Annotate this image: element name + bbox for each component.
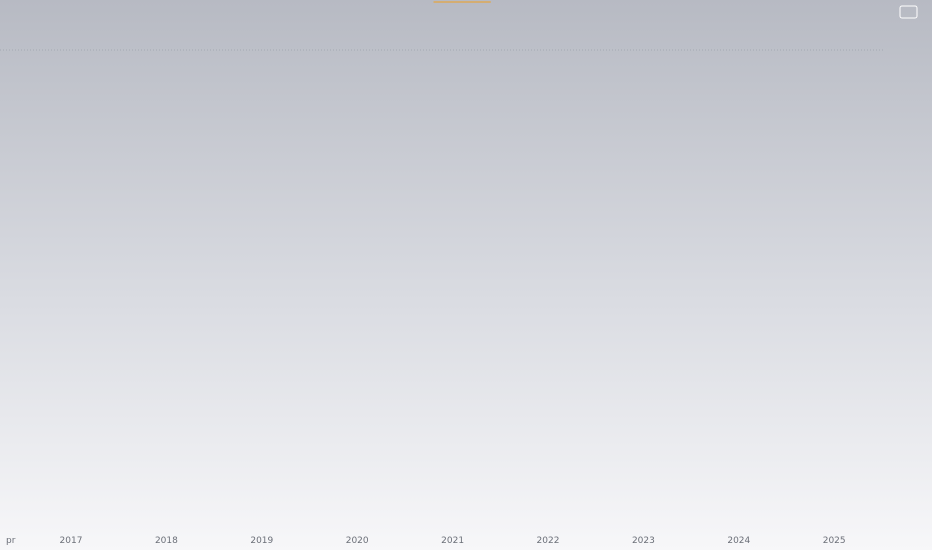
grid-lines	[0, 49, 885, 51]
x-tick-label: pr	[6, 536, 16, 546]
x-axis: pr 2017 2018 2019 2020 2021 2022 2023 2024 2025	[6, 536, 846, 546]
x-tick-label: 2017	[60, 536, 83, 546]
x-tick-label: 2019	[250, 536, 273, 546]
price-axis-background	[885, 0, 932, 550]
x-tick-label: 2021	[441, 536, 464, 546]
chart-background	[0, 0, 885, 550]
x-tick-label: 2018	[155, 536, 178, 546]
x-tick-label: 2023	[632, 536, 655, 546]
x-tick-label: 2022	[537, 536, 560, 546]
x-tick-label: 2024	[727, 536, 750, 546]
settings-icon[interactable]	[899, 5, 918, 19]
x-tick-label: 2025	[823, 536, 846, 546]
x-tick-label: 2020	[346, 536, 369, 546]
overlays: 0.236(195.13)0.618(185)0.5(181)Short if …	[433, 1, 491, 3]
